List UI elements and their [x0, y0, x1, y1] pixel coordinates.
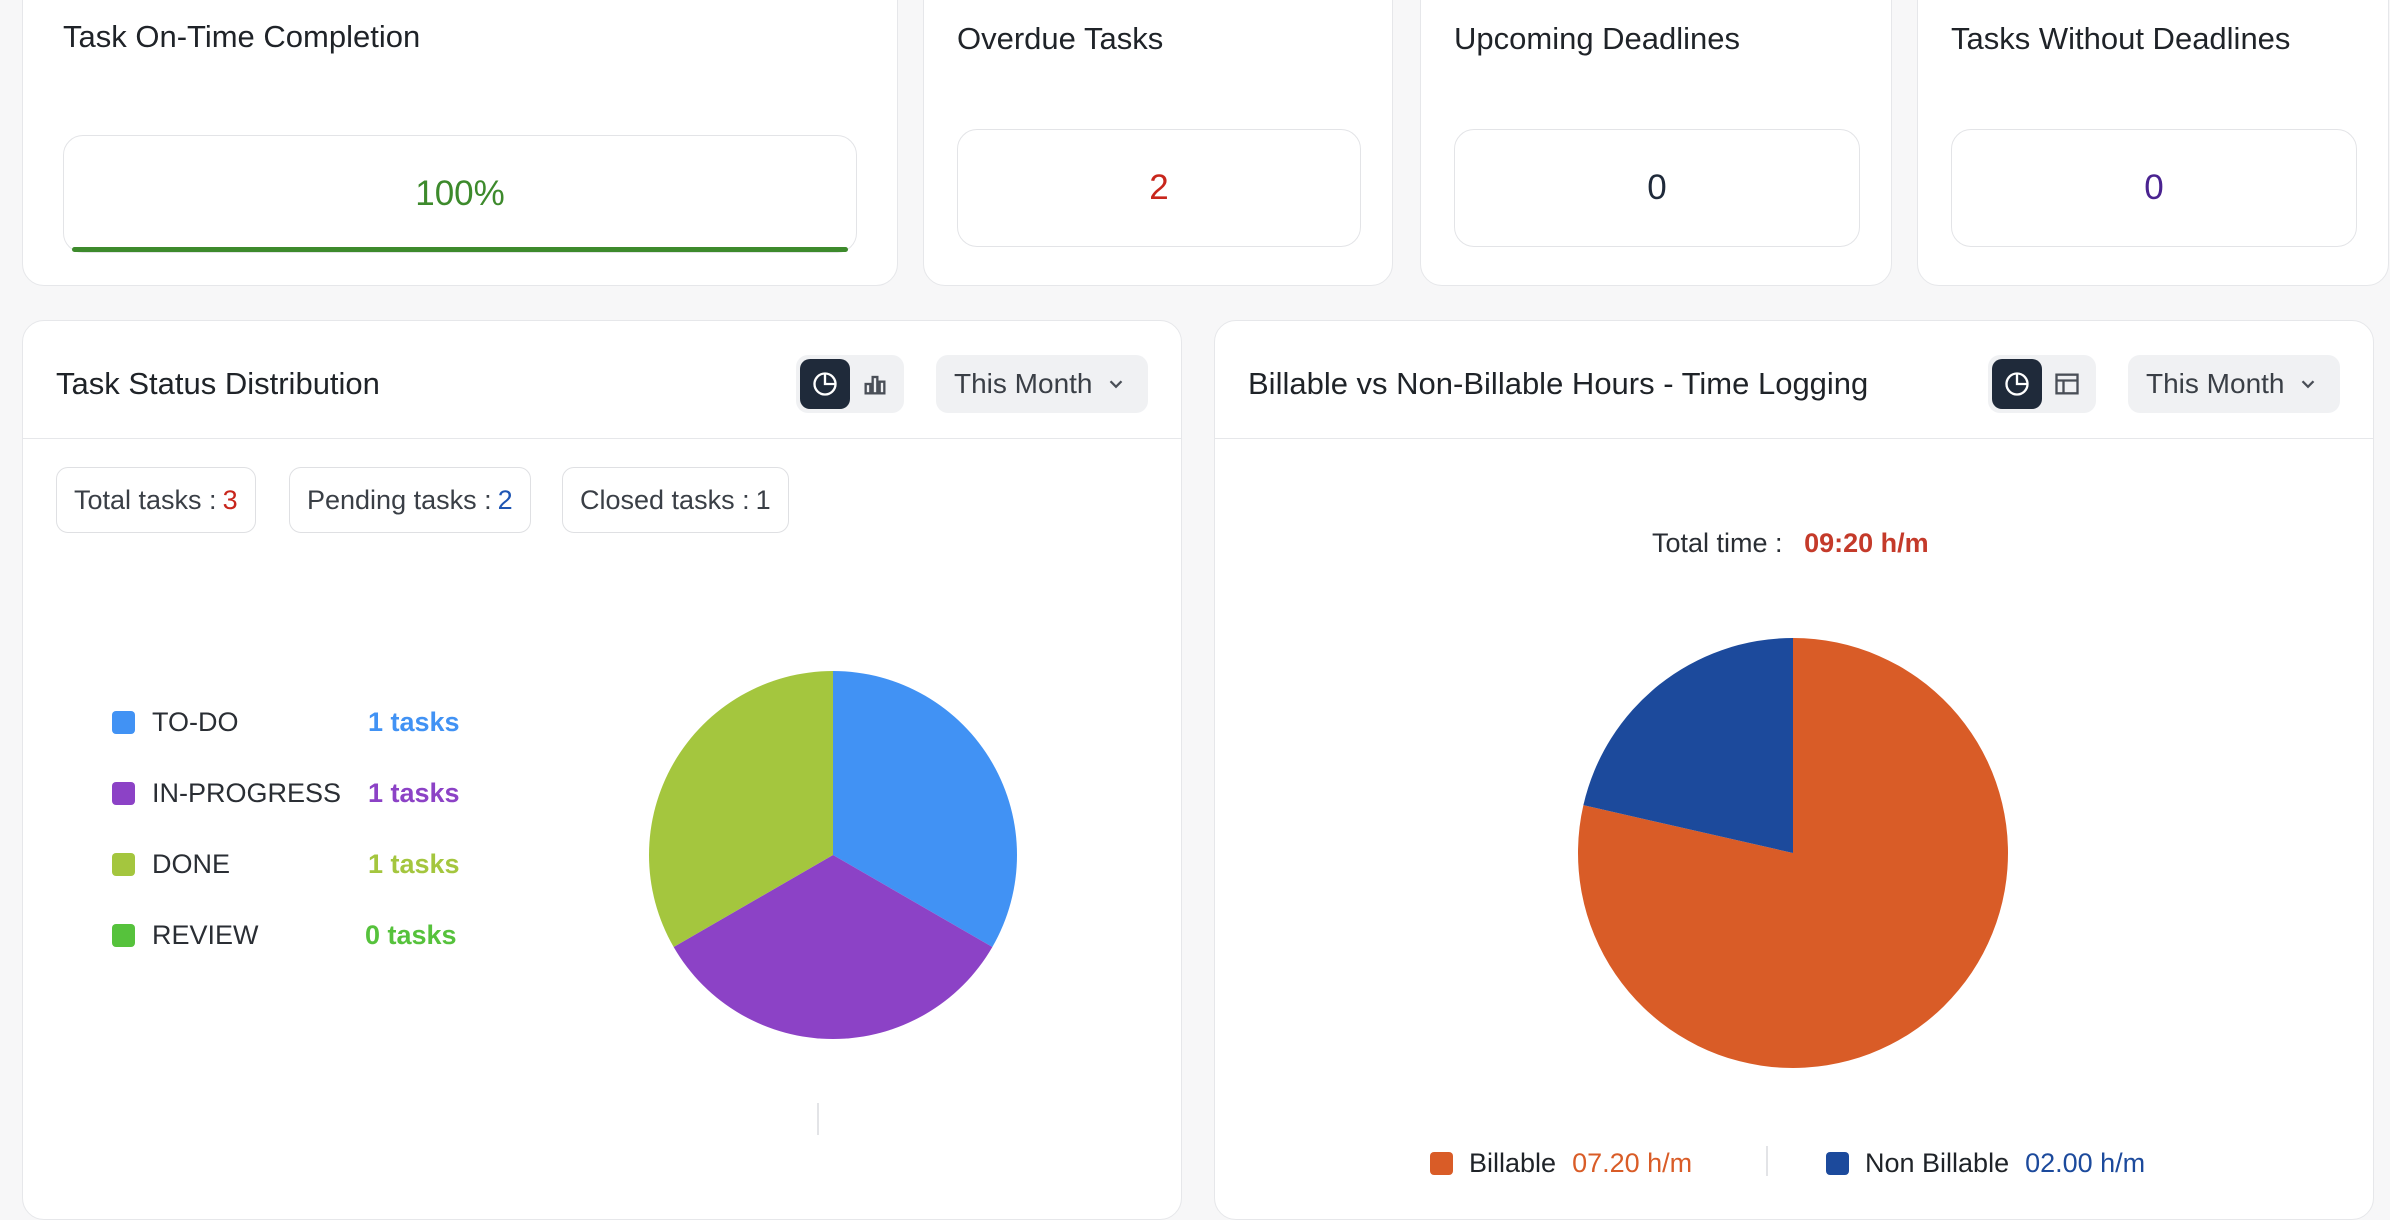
upcoming-deadlines-title: Upcoming Deadlines: [1454, 21, 1741, 56]
closed-tasks-value: 1: [755, 484, 771, 515]
legend-label: IN-PROGRESS: [152, 777, 342, 808]
legend-item-billable: Billable 07.20 h/m: [1430, 1148, 1692, 1179]
overdue-tasks-value: 2: [1149, 168, 1169, 207]
chevron-down-icon: [1109, 380, 1122, 389]
legend-count: 1 tasks: [368, 706, 460, 737]
table-icon: [2055, 373, 2079, 395]
legend-label: DONE: [152, 848, 231, 879]
task-status-period-dropdown[interactable]: This Month: [936, 355, 1148, 413]
non-billable-swatch: [1826, 1152, 1849, 1175]
legend-item-done: DONE 1 tasks: [112, 844, 460, 884]
pie-slice-non-billable[interactable]: [1583, 638, 1793, 853]
billable-period-dropdown[interactable]: This Month: [2128, 355, 2340, 413]
legend-item-todo: TO-DO 1 tasks: [112, 702, 460, 742]
legend-item-in-progress: IN-PROGRESS 1 tasks: [112, 773, 460, 813]
billable-value: 07.20 h/m: [1572, 1148, 1693, 1178]
legend-item-non-billable: Non Billable 02.00 h/m: [1826, 1148, 2145, 1179]
without-deadlines-value: 0: [2144, 168, 2164, 207]
total-time-value: 09:20 h/m: [1804, 528, 1929, 558]
pie-view-button[interactable]: [800, 359, 850, 409]
upcoming-deadlines-card: Upcoming Deadlines 0: [1420, 0, 1892, 286]
review-swatch: [112, 923, 135, 947]
pie-slice-in-progress[interactable]: [673, 855, 993, 1039]
task-status-header-divider: [22, 438, 1182, 439]
billable-hours-title: Billable vs Non-Billable Hours - Time Lo…: [1248, 366, 1869, 401]
on-time-completion-card: Task On-Time Completion 100%: [22, 0, 898, 286]
task-status-pie-chart: [649, 671, 1017, 1039]
total-tasks-value: 3: [222, 484, 238, 515]
pie-slice-to-do[interactable]: [833, 671, 1017, 947]
legend-count: 1 tasks: [368, 848, 460, 879]
on-time-progress-bar: [72, 247, 848, 252]
upcoming-deadlines-box: 0: [1454, 129, 1860, 247]
chevron-down-icon: [2301, 380, 2314, 389]
without-deadlines-title: Tasks Without Deadlines: [1951, 21, 2291, 56]
pie-chart-icon: [2005, 372, 2029, 396]
billable-period-label: This Month: [2146, 368, 2285, 399]
legend-label: REVIEW: [152, 919, 259, 950]
task-status-view-toggle: [796, 355, 904, 413]
pending-tasks-label: Pending tasks :: [307, 484, 492, 515]
on-time-completion-box: 100%: [63, 135, 857, 253]
task-status-title: Task Status Distribution: [56, 366, 380, 401]
in-progress-swatch: [112, 781, 135, 805]
without-deadlines-box: 0: [1951, 129, 2357, 247]
non-billable-label: Non Billable: [1865, 1148, 2010, 1178]
legend-divider: [1766, 1146, 1768, 1176]
bar-chart-icon: [864, 375, 886, 395]
billable-view-toggle: [1988, 355, 2096, 413]
non-billable-value: 02.00 h/m: [2025, 1148, 2146, 1178]
legend-item-review: REVIEW 0 tasks: [112, 915, 457, 955]
pie-tick-divider: [817, 1103, 819, 1135]
done-swatch: [112, 852, 135, 876]
pie-slice-done[interactable]: [649, 671, 833, 947]
on-time-completion-title: Task On-Time Completion: [63, 19, 421, 54]
total-time-readout: Total time : 09:20 h/m: [1652, 528, 1929, 559]
on-time-completion-value: 100%: [415, 174, 505, 213]
table-view-button[interactable]: [2042, 359, 2092, 409]
bar-view-button[interactable]: [850, 359, 900, 409]
todo-swatch: [112, 710, 135, 734]
legend-count: 1 tasks: [368, 777, 460, 808]
overdue-tasks-box: 2: [957, 129, 1361, 247]
total-tasks-label: Total tasks :: [74, 484, 217, 515]
upcoming-deadlines-value: 0: [1647, 168, 1667, 207]
billable-swatch: [1430, 1152, 1453, 1175]
overdue-tasks-card: Overdue Tasks 2: [923, 0, 1393, 286]
total-time-label: Total time :: [1652, 528, 1783, 558]
legend-count: 0 tasks: [365, 919, 457, 950]
pie-chart-icon: [813, 372, 837, 396]
pie-view-button[interactable]: [1992, 359, 2042, 409]
legend-label: TO-DO: [152, 706, 239, 737]
billable-label: Billable: [1469, 1148, 1557, 1178]
billable-header-divider: [1214, 438, 2374, 439]
pending-tasks-value: 2: [497, 484, 513, 515]
task-status-period-label: This Month: [954, 368, 1093, 399]
without-deadlines-card: Tasks Without Deadlines 0: [1917, 0, 2389, 286]
pending-tasks-chip: Pending tasks : 2: [289, 467, 531, 533]
overdue-tasks-title: Overdue Tasks: [957, 21, 1164, 56]
closed-tasks-chip: Closed tasks : 1: [562, 467, 789, 533]
closed-tasks-label: Closed tasks :: [580, 484, 750, 515]
billable-hours-pie-chart: [1578, 638, 2008, 1068]
total-tasks-chip: Total tasks : 3: [56, 467, 256, 533]
